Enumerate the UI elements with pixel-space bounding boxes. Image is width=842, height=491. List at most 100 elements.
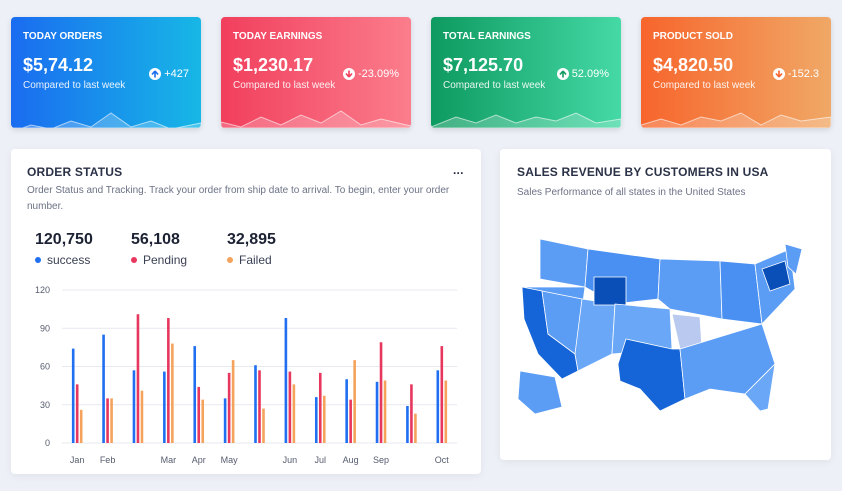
y-tick-label: 120	[35, 285, 50, 295]
bar	[102, 334, 105, 443]
y-tick-label: 60	[40, 362, 50, 372]
x-tick-label: Aug	[343, 455, 359, 465]
trend-icon	[343, 68, 356, 80]
card-note: Compared to last week	[233, 80, 336, 91]
legend-dot	[35, 257, 41, 263]
card-title: TOTAL EARNINGS	[443, 31, 531, 42]
trend-icon	[772, 68, 785, 80]
sparkline-area	[431, 112, 621, 128]
x-tick-label: Oct	[435, 455, 450, 465]
bar	[322, 395, 326, 443]
sparkline	[221, 110, 411, 128]
bar	[262, 408, 265, 443]
sparkline-area	[11, 112, 201, 128]
x-tick-label: Jan	[70, 455, 85, 465]
bar	[349, 399, 352, 443]
bar	[231, 360, 235, 443]
panel-description: Order Status and Tracking. Track your or…	[27, 185, 450, 212]
legend-dot	[131, 257, 137, 263]
bar	[444, 380, 448, 443]
card-value: $1,230.17	[233, 55, 314, 75]
trend-icon	[556, 68, 569, 80]
y-tick-label: 90	[40, 323, 50, 333]
sparkline-area	[221, 110, 411, 128]
card-value: $5,74.12	[23, 55, 94, 75]
panel-subtitle: Sales Performance of all states in the U…	[517, 187, 746, 198]
bar	[288, 371, 292, 443]
card-change: +427	[149, 68, 189, 80]
x-tick-label: Sep	[373, 455, 389, 465]
card-note: Compared to last week	[23, 80, 126, 91]
bar	[314, 397, 318, 443]
stat-card: TODAY ORDERS $5,74.12 Compared to last wee…	[11, 17, 201, 128]
bar	[414, 413, 417, 443]
card-value: $4,820.50	[653, 55, 734, 75]
change-text: -152.3	[787, 68, 819, 80]
bar	[254, 365, 257, 443]
x-tick-label: May	[221, 455, 239, 465]
summary-label: Failed	[227, 253, 276, 267]
summary-text: Failed	[239, 253, 272, 267]
card-title: TODAY ORDERS	[23, 31, 103, 42]
bar	[227, 372, 231, 443]
card-note: Compared to last week	[653, 80, 756, 91]
summary-value: 120,750	[35, 231, 93, 248]
change-text: -23.09%	[358, 68, 399, 80]
sparkline-area	[641, 112, 831, 128]
bar	[201, 399, 205, 443]
icon-arrow	[345, 70, 353, 78]
x-tick-label: Jul	[315, 455, 327, 465]
bar	[284, 318, 288, 443]
summary-text: Pending	[143, 253, 188, 267]
legend-dot	[227, 257, 233, 263]
region	[761, 260, 791, 292]
summary-value: 56,108	[131, 231, 180, 248]
summary-item: 120,750 success	[35, 231, 93, 267]
bar-chart: 0 30 60 90 120 Jan Feb Mar Apr May Jun Jul Aug Sep Oct	[35, 285, 457, 465]
card-title: TODAY EARNINGS	[233, 31, 323, 42]
card-change: -152.3	[772, 68, 819, 80]
menu-button[interactable]: ...	[453, 163, 464, 177]
bar	[197, 386, 201, 443]
y-tick-label: 30	[40, 400, 50, 410]
bar	[140, 390, 144, 443]
change-text: 52.09%	[571, 68, 609, 80]
region	[784, 243, 803, 275]
bar	[110, 398, 113, 443]
bar	[258, 370, 261, 443]
stat-card: PRODUCT SOLD $4,820.50 Compared to last we…	[641, 17, 831, 128]
icon-arrow	[151, 70, 159, 78]
summary-label: Pending	[131, 253, 187, 267]
order-status-panel: ORDER STATUS ... Order Status and Tracki…	[11, 149, 481, 474]
sales-panel: SALES REVENUE BY CUSTOMERS IN USA Sales …	[500, 149, 831, 460]
bar	[436, 370, 440, 443]
bar	[106, 398, 109, 443]
bar	[406, 406, 409, 443]
sparkline	[431, 112, 621, 128]
bar	[171, 343, 174, 443]
summary-text: success	[47, 253, 91, 267]
bar	[132, 370, 136, 443]
bar	[375, 381, 379, 443]
bar	[167, 318, 170, 443]
bar	[71, 348, 75, 443]
x-tick-label: Mar	[161, 455, 177, 465]
card-value: $7,125.70	[443, 55, 524, 75]
region	[744, 362, 776, 412]
bar	[193, 346, 197, 443]
bar	[440, 346, 444, 443]
trend-icon	[149, 68, 162, 80]
card-change: 52.09%	[556, 68, 609, 80]
card-change: -23.09%	[343, 68, 399, 80]
card-note: Compared to last week	[443, 80, 546, 91]
bar	[136, 314, 140, 443]
bar	[292, 384, 296, 443]
x-tick-label: Jun	[283, 455, 298, 465]
bar	[163, 371, 166, 443]
icon-arrow	[775, 70, 783, 78]
y-tick-label: 0	[45, 438, 50, 448]
region	[574, 298, 616, 372]
stat-card: TOTAL EARNINGS $7,125.70 Compared to last …	[431, 17, 621, 128]
x-tick-label: Feb	[100, 455, 116, 465]
